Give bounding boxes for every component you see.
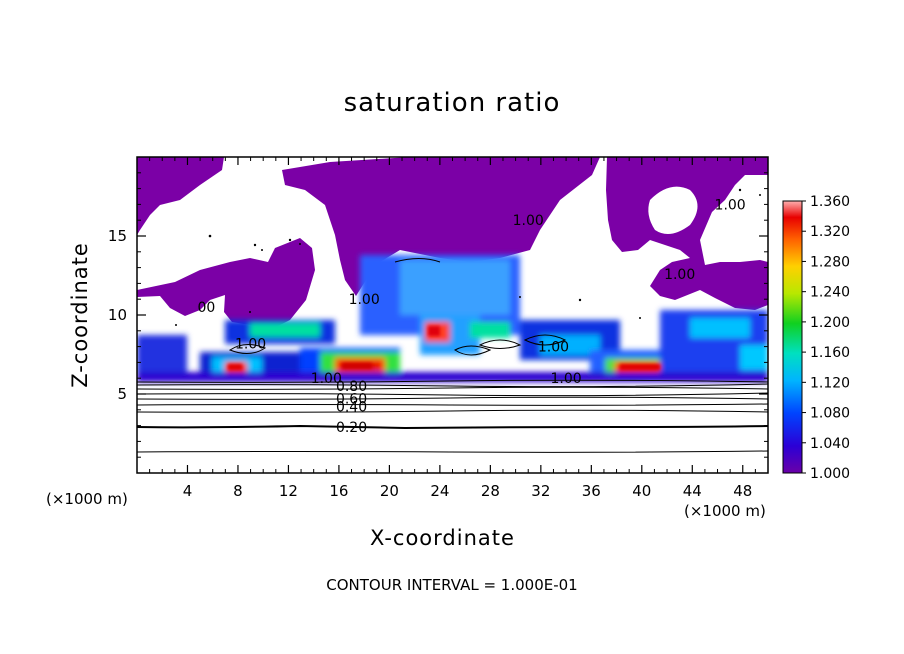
colorbar-tick-label: 1.080 xyxy=(810,406,850,422)
contour-label: 1.00 xyxy=(311,371,342,387)
x-tick-label: 28 xyxy=(481,482,500,500)
x-axis-label: X-coordinate xyxy=(370,526,515,550)
y-tick-label: 5 xyxy=(117,385,127,403)
clear-pocket xyxy=(648,186,698,234)
contour-label: 1.00 xyxy=(235,336,266,352)
contour-label: 0.80 xyxy=(336,379,367,395)
contour-label: 1.00 xyxy=(550,371,581,387)
x-tick-label: 44 xyxy=(683,482,702,500)
x-tick-label: 16 xyxy=(329,482,348,500)
colorbar-tick-label: 1.240 xyxy=(810,285,850,301)
field-layer xyxy=(137,157,768,453)
y-axis-label: Z-coordinate xyxy=(68,242,92,388)
x-unit-label-left: (×1000 m) xyxy=(46,490,128,508)
contour-interval-note: CONTOUR INTERVAL = 1.000E-01 xyxy=(326,576,578,594)
x-tick-label: 8 xyxy=(233,482,243,500)
colorbar-tick-label: 1.200 xyxy=(810,315,850,331)
contour-label: 1.00 xyxy=(349,292,380,308)
colorbar-ticks: 1.000 1.040 1.080 1.120 1.160 1.200 1.240 1.280… xyxy=(802,194,850,482)
contour-specks xyxy=(175,188,761,326)
x-tick-label: 40 xyxy=(632,482,651,500)
contour-label: 1.00 xyxy=(513,213,544,229)
x-tick-label: 24 xyxy=(430,482,449,500)
contour-label: 1.00 xyxy=(715,197,746,213)
colorbar-tick-label: 1.000 xyxy=(810,466,850,482)
x-tick-label: 4 xyxy=(183,482,193,500)
y-axis: 5 10 15 xyxy=(108,172,768,458)
contour-label: 00 xyxy=(197,300,215,316)
colorbar-tick-label: 1.360 xyxy=(810,194,850,210)
contour-label: 0.20 xyxy=(336,420,367,436)
colorbar xyxy=(782,200,803,474)
colorbar-tick-label: 1.280 xyxy=(810,254,850,270)
colorbar-tick-label: 1.160 xyxy=(810,345,850,361)
contour-lines xyxy=(137,258,768,453)
y-tick-label: 10 xyxy=(108,306,127,324)
x-tick-label: 36 xyxy=(582,482,601,500)
y-tick-label: 15 xyxy=(108,227,127,245)
contour-label: 1.00 xyxy=(664,267,695,283)
chart-title: saturation ratio xyxy=(343,88,561,118)
colorbar-tick-label: 1.320 xyxy=(810,224,850,240)
x-axis: 4 8 12 16 20 24 28 32 36 40 44 48 xyxy=(149,157,756,500)
contour-labels: 0.200.400.600.801.00 1.001.00 1.001.001.00… xyxy=(197,197,745,436)
x-tick-label: 20 xyxy=(380,482,399,500)
x-unit-label-right: (×1000 m) xyxy=(684,502,766,520)
x-tick-label: 32 xyxy=(531,482,550,500)
contour-label: 0.40 xyxy=(336,400,367,416)
x-tick-label: 48 xyxy=(733,482,752,500)
supersaturation-hotspots xyxy=(228,326,660,370)
contour-label: 1.00 xyxy=(538,340,569,356)
colorbar-tick-label: 1.040 xyxy=(810,436,850,452)
colorbar-tick-label: 1.120 xyxy=(810,375,850,391)
contour-label: 0.60 xyxy=(336,392,367,408)
x-tick-label: 12 xyxy=(279,482,298,500)
saturated-region-upper xyxy=(137,157,768,330)
